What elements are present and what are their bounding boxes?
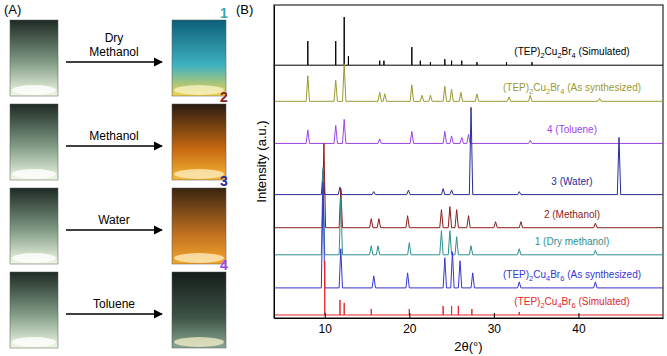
series-label: (TEP)2Cu4Br6 (As synthesized) [503, 269, 641, 283]
solvent-label: Dry [105, 31, 124, 45]
arrow [66, 61, 162, 62]
series-label: 2 (Methanol) [544, 209, 600, 220]
vial-glow [174, 253, 224, 263]
arrow [66, 229, 162, 230]
text-run: (TEP) [503, 269, 529, 280]
xrd-pattern [274, 17, 663, 65]
text-run: (TEP) [514, 46, 540, 57]
x-tick-mark [494, 313, 495, 318]
text-run: Cu [545, 46, 558, 57]
xrd-pattern [274, 119, 663, 143]
vial-glow [12, 85, 56, 95]
xrd-pattern [274, 261, 663, 315]
sample-number: 3 [220, 173, 228, 189]
xrd-pattern [274, 143, 663, 227]
arrow [66, 313, 162, 314]
x-tick-label: 10 [319, 322, 333, 336]
x-tick-label: 20 [403, 322, 417, 336]
x-axis: 10 20 30 40 [275, 313, 664, 336]
sample-number: 2 [220, 89, 228, 105]
text-run: (TEP) [514, 296, 540, 307]
xrd-pattern [274, 64, 663, 102]
vial-glow [174, 337, 224, 347]
vial-glow [12, 337, 56, 347]
panel-label: (B) [236, 2, 253, 17]
vial-photo-before [10, 20, 58, 96]
vial-photo-after [172, 272, 226, 348]
series-label: 1 (Dry methanol) [535, 236, 609, 247]
series-lines [274, 17, 663, 315]
vial-glow [12, 169, 56, 179]
vial-glow [12, 253, 56, 263]
text-run: Cu [533, 269, 546, 280]
sample-number: 1 [220, 5, 228, 21]
x-tick-mark [409, 313, 410, 318]
xrd-pattern [274, 107, 663, 194]
solvent-label: Water [98, 213, 130, 227]
series-label: (TEP)2Cu4Br6 (Simulated) [514, 296, 629, 310]
x-tick: 10 [319, 313, 333, 336]
text-run: 1 (Dry methanol) [535, 236, 609, 247]
text-run: (TEP) [503, 82, 529, 93]
solvent-label: Methanol [89, 45, 138, 59]
text-run: 2 (Methanol) [544, 209, 600, 220]
y-axis-title: Intensity (a.u.) [254, 120, 269, 202]
x-tick-label: 30 [488, 322, 502, 336]
xrd-pattern [274, 168, 663, 255]
text-run: (Simulated) [576, 46, 630, 57]
plot-frame [274, 5, 663, 318]
x-tick: 40 [572, 313, 586, 336]
text-run: (As synthesized) [564, 82, 641, 93]
vial-row: Toluene 4 [10, 257, 228, 348]
vial-photo-after [172, 104, 226, 180]
xrd-pattern [274, 183, 663, 288]
vial-row: Water 3 [10, 173, 228, 264]
series-label: 3 (Water) [551, 176, 592, 187]
figure: (A)DryMethanol1Methanol2Water3Toluene4(B… [0, 0, 667, 356]
sample-number: 4 [220, 257, 228, 273]
x-axis-line [275, 318, 664, 319]
vial-glow [174, 85, 224, 95]
y-axis-line [274, 6, 275, 319]
vial-photo-before [10, 272, 58, 348]
text-run: (As synthesized) [564, 269, 641, 280]
vial-photo-before [10, 104, 58, 180]
y-axis [274, 6, 275, 319]
text-run: Cu [545, 296, 558, 307]
series-label: (TEP)2Cu2Br4 (Simulated) [514, 46, 629, 60]
vial-photo-before [10, 188, 58, 264]
panel-label: (A) [4, 2, 21, 17]
solvent-label: Methanol [89, 129, 138, 143]
vial-row: DryMethanol 1 [10, 5, 228, 96]
text-run: 3 (Water) [551, 176, 592, 187]
arrow [66, 145, 162, 146]
vial-row: Methanol 2 [10, 89, 228, 180]
solvent-label: Toluene [93, 297, 135, 311]
series-label: (TEP)2Cu2Br4 (As synthesized) [503, 82, 641, 96]
series-label: 4 (Toluene) [547, 124, 597, 135]
x-tick-mark [578, 313, 579, 318]
x-axis-title: 2θ(°) [454, 339, 482, 354]
vial-photo-after [172, 188, 226, 264]
x-tick-label: 40 [572, 322, 586, 336]
text-run: Cu [533, 82, 546, 93]
text-run: 4 (Toluene) [547, 124, 597, 135]
text-run: (Simulated) [576, 296, 630, 307]
x-tick: 20 [403, 313, 417, 336]
vial-glow [174, 169, 224, 179]
x-tick-mark [325, 313, 326, 318]
vial-photo-after [172, 20, 226, 96]
x-tick: 30 [488, 313, 502, 336]
